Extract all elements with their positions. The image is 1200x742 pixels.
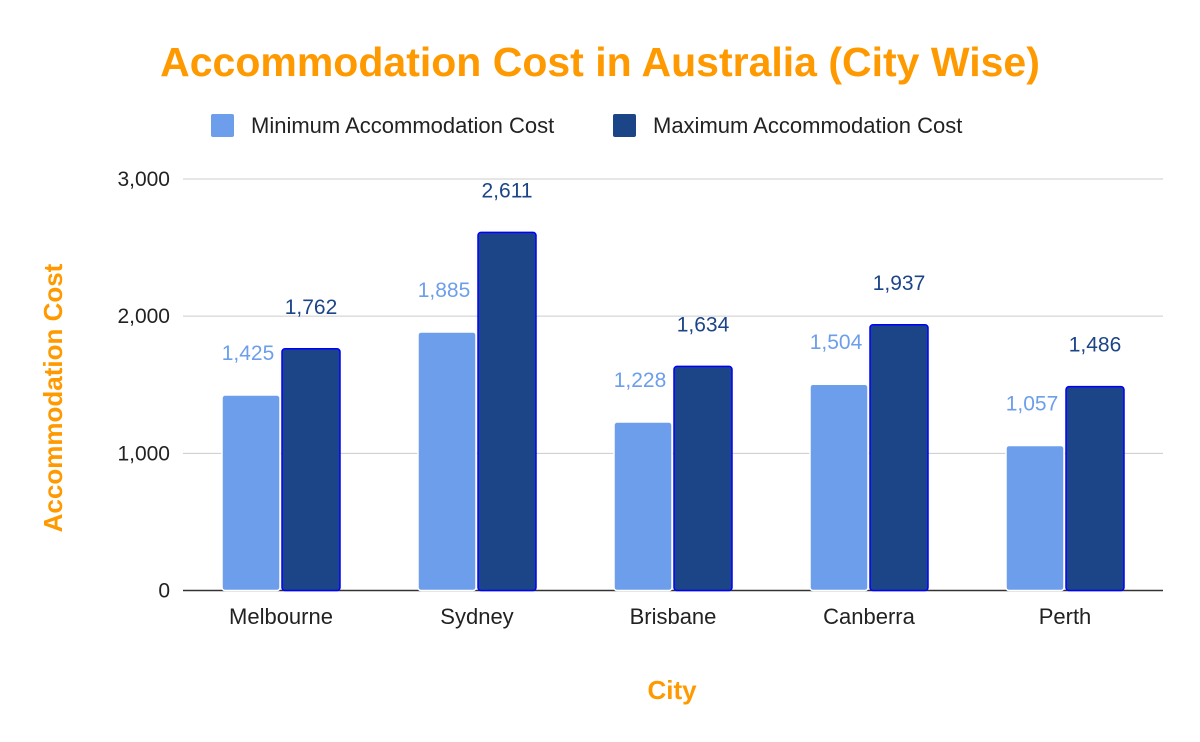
bar-max-canberra xyxy=(869,324,929,592)
x-tick-label: Melbourne xyxy=(229,604,333,629)
data-label: 1,486 xyxy=(1069,334,1122,357)
data-label: 1,425 xyxy=(222,342,275,365)
data-label: 1,937 xyxy=(873,272,926,295)
bar-min-brisbane xyxy=(613,421,673,592)
bar-max-sydney xyxy=(477,231,537,592)
bar-min-sydney xyxy=(417,331,477,592)
y-axis-title: Accommodation Cost xyxy=(38,263,68,532)
bar-max-melbourne xyxy=(281,348,341,592)
bars xyxy=(221,231,1125,592)
data-label: 1,885 xyxy=(418,279,471,302)
x-axis-title: City xyxy=(647,675,697,705)
data-label: 1,634 xyxy=(677,313,730,336)
bar-max-brisbane xyxy=(673,365,733,592)
data-label: 2,611 xyxy=(482,179,533,202)
y-tick-label: 3,000 xyxy=(117,168,170,191)
legend-label: Minimum Accommodation Cost xyxy=(251,113,554,138)
y-tick-label: 2,000 xyxy=(117,305,170,328)
data-label: 1,504 xyxy=(810,331,863,354)
y-axis-ticks: 0 1,000 2,000 3,000 xyxy=(117,168,170,603)
x-axis-categories: Melbourne Sydney Brisbane Canberra Perth xyxy=(229,604,1091,629)
data-label: 1,057 xyxy=(1006,393,1059,416)
x-tick-label: Brisbane xyxy=(630,604,717,629)
chart-title: Accommodation Cost in Australia (City Wi… xyxy=(160,39,1040,85)
x-tick-label: Perth xyxy=(1039,604,1092,629)
y-tick-label: 0 xyxy=(158,580,170,603)
bar-min-canberra xyxy=(809,383,869,592)
legend: Minimum Accommodation Cost Maximum Accomm… xyxy=(211,113,962,138)
gridlines xyxy=(183,178,1163,592)
bar-max-perth xyxy=(1065,385,1125,592)
x-tick-label: Sydney xyxy=(440,604,513,629)
data-label: 1,228 xyxy=(614,369,667,392)
x-tick-label: Canberra xyxy=(823,604,915,629)
data-labels: 1,425 1,762 1,885 2,611 1,228 1,634 1,504 1,937… xyxy=(222,179,1122,415)
legend-swatch xyxy=(613,114,636,137)
data-label: 1,762 xyxy=(285,296,338,319)
y-tick-label: 1,000 xyxy=(117,442,170,465)
legend-label: Maximum Accommodation Cost xyxy=(653,113,962,138)
bar-min-perth xyxy=(1005,444,1065,592)
bar-min-melbourne xyxy=(221,394,281,592)
legend-swatch xyxy=(211,114,234,137)
